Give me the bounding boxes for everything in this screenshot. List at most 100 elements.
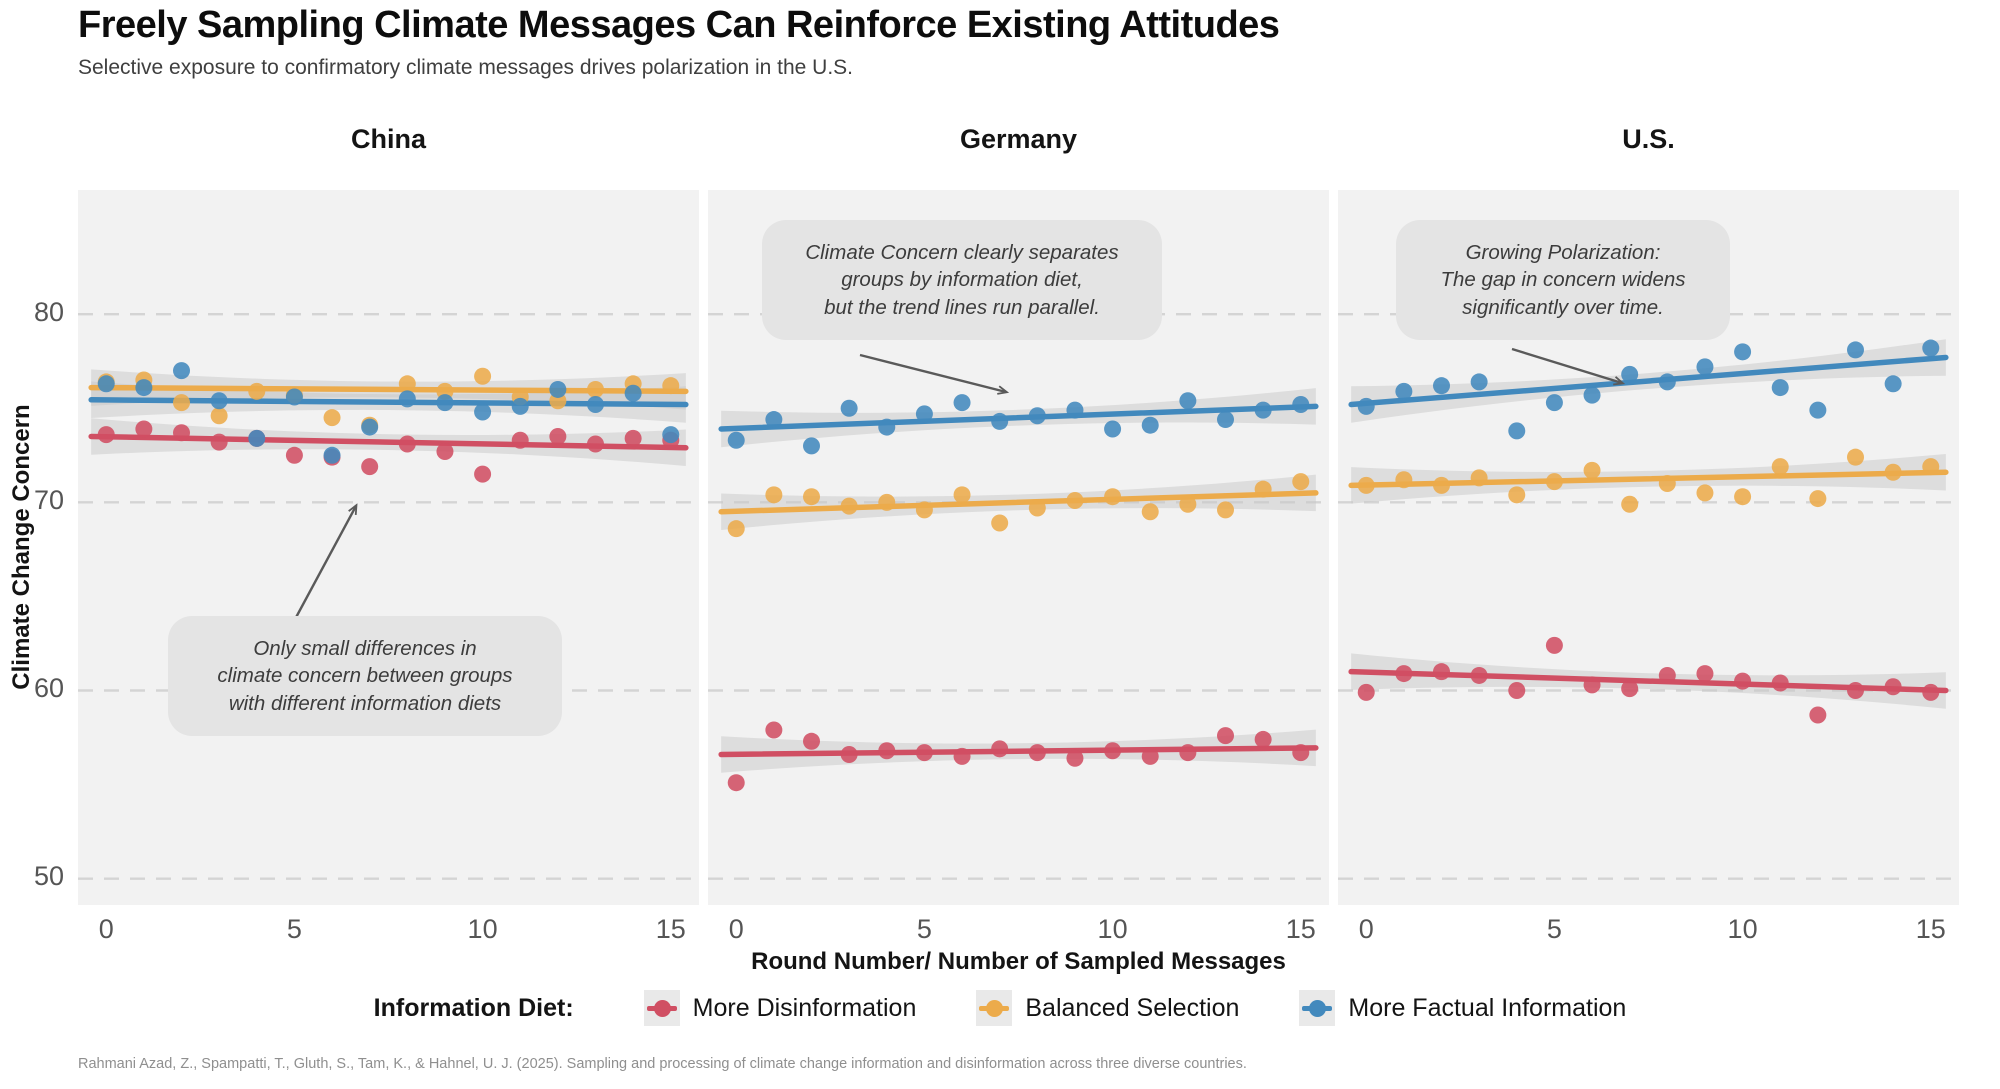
trend-line <box>1348 469 1949 489</box>
annotation-line: climate concern between groups <box>217 664 513 688</box>
annotation-arrow <box>859 353 1006 392</box>
data-point <box>915 744 933 762</box>
data-point <box>840 745 858 763</box>
data-point <box>1658 373 1676 391</box>
data-point <box>1141 503 1159 521</box>
legend-item-more-disinformation: More Disinformation <box>643 990 917 1026</box>
legend: Information Diet: More Disinformation Ba… <box>0 990 2000 1026</box>
data-point <box>1217 501 1234 519</box>
data-point <box>953 486 971 504</box>
data-point <box>878 418 896 436</box>
data-point <box>511 431 529 449</box>
data-point <box>915 405 933 423</box>
trend-line <box>88 397 689 408</box>
legend-item-label: More Disinformation <box>692 993 917 1022</box>
data-point <box>1357 476 1375 494</box>
data-point <box>727 431 745 449</box>
data-point <box>1621 495 1639 513</box>
data-point <box>1217 411 1234 429</box>
data-point <box>1357 683 1375 701</box>
data-point <box>765 411 783 429</box>
data-point <box>1545 636 1563 654</box>
trend-line <box>718 403 1319 432</box>
x-tick-label: 5 <box>286 914 302 944</box>
data-point <box>727 774 745 792</box>
data-point <box>1771 674 1789 692</box>
data-point <box>361 418 379 436</box>
x-tick-label: 15 <box>655 914 686 944</box>
data-point <box>1508 486 1526 504</box>
legend-key-dot <box>986 1000 1004 1017</box>
data-point <box>248 429 266 447</box>
data-point <box>1847 341 1864 359</box>
data-point <box>1028 499 1046 517</box>
data-point <box>1809 401 1827 419</box>
data-point <box>991 740 1009 758</box>
data-point <box>436 394 454 412</box>
data-point <box>1621 365 1639 383</box>
data-point <box>1179 392 1197 410</box>
annotation-line: The gap in concern widens <box>1440 268 1686 292</box>
data-point <box>474 465 492 483</box>
annotation-line: with different information diets <box>228 691 502 715</box>
data-point <box>1734 672 1752 690</box>
data-point <box>1470 469 1488 487</box>
data-point <box>1104 420 1122 438</box>
data-point <box>1433 377 1450 395</box>
panel-china <box>78 190 699 905</box>
facet-title-germany: Germany <box>959 124 1078 154</box>
data-point <box>1922 458 1940 476</box>
facet-title-china: China <box>350 124 426 154</box>
data-point <box>1771 458 1789 476</box>
data-point <box>1470 666 1488 684</box>
legend-item-more-factual-information: More Factual Information <box>1299 990 1626 1026</box>
data-point <box>1696 358 1714 376</box>
data-point <box>1433 663 1450 681</box>
trend-line <box>718 490 1319 515</box>
data-point <box>1395 471 1413 489</box>
trend-line <box>1348 354 1949 408</box>
x-tick-label: 15 <box>1285 914 1316 944</box>
legend-item-label: More Factual Information <box>1348 993 1627 1022</box>
data-point <box>1696 665 1714 683</box>
data-point <box>765 721 783 739</box>
data-point <box>135 379 153 397</box>
data-point <box>511 397 529 415</box>
data-point <box>285 446 303 464</box>
data-point <box>840 399 858 417</box>
data-point <box>173 424 190 442</box>
data-point <box>1922 683 1940 701</box>
data-point <box>1395 382 1413 400</box>
data-point <box>1357 397 1375 415</box>
annotation-arrow <box>1511 347 1622 383</box>
data-point <box>1809 490 1827 508</box>
page-title: Freely Sampling Climate Messages Can Rei… <box>78 4 1280 46</box>
y-tick-label-80: 80 <box>33 297 64 327</box>
annotation-china: Only small differences in climate concer… <box>168 616 562 736</box>
data-point <box>587 435 604 453</box>
data-point <box>474 367 492 385</box>
data-point <box>1292 396 1310 413</box>
data-point <box>915 501 933 519</box>
data-point <box>1583 676 1601 694</box>
data-point <box>361 458 379 476</box>
data-point <box>1884 463 1902 481</box>
data-point <box>1292 744 1310 762</box>
data-point <box>1922 339 1940 357</box>
data-point <box>1658 475 1676 493</box>
data-point <box>587 396 604 413</box>
data-point <box>1141 416 1159 434</box>
data-point <box>1179 495 1197 513</box>
data-point <box>587 380 604 398</box>
data-point <box>1254 401 1272 419</box>
data-point <box>1545 473 1563 491</box>
data-point <box>624 384 642 402</box>
data-point <box>1734 488 1752 506</box>
data-point <box>1028 407 1046 425</box>
data-point <box>1395 665 1413 683</box>
x-tick-label: 0 <box>1358 914 1374 944</box>
annotation-line: Climate Concern clearly separates <box>805 241 1119 264</box>
legend-key-red-icon <box>643 990 680 1026</box>
annotation-line: groups by information diet, <box>841 268 1083 292</box>
data-point <box>1696 484 1714 502</box>
